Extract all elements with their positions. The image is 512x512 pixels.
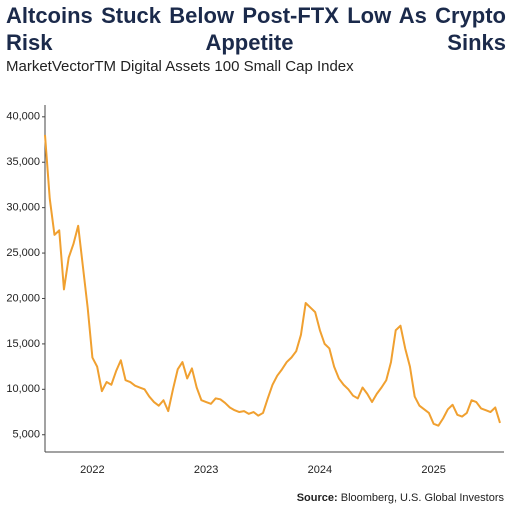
y-tick-label: 30,000: [6, 202, 40, 214]
chart-subtitle: MarketVectorTM Digital Assets 100 Small …: [6, 58, 354, 75]
x-tick-label: 2024: [308, 464, 332, 476]
line-series: [44, 134, 501, 427]
x-tick-label: 2023: [194, 464, 218, 476]
source-label: Source:: [296, 492, 338, 504]
y-tick-label: 25,000: [6, 247, 40, 259]
y-tick-label: 40,000: [6, 111, 40, 123]
y-tick-label: 20,000: [6, 292, 40, 304]
source-text: Bloomberg, U.S. Global Investors: [340, 492, 504, 504]
y-tick-label: 10,000: [6, 383, 40, 395]
chart-title: Altcoins Stuck Below Post-FTX Low As Cry…: [6, 3, 506, 55]
y-tick-label: 35,000: [6, 156, 40, 168]
y-tick-label: 15,000: [6, 338, 40, 350]
y-tick-label: 5,000: [12, 429, 40, 441]
x-tick-label: 2022: [80, 464, 104, 476]
x-tick-label: 2025: [421, 464, 445, 476]
source-note: Source: Bloomberg, U.S. Global Investors: [297, 492, 504, 504]
